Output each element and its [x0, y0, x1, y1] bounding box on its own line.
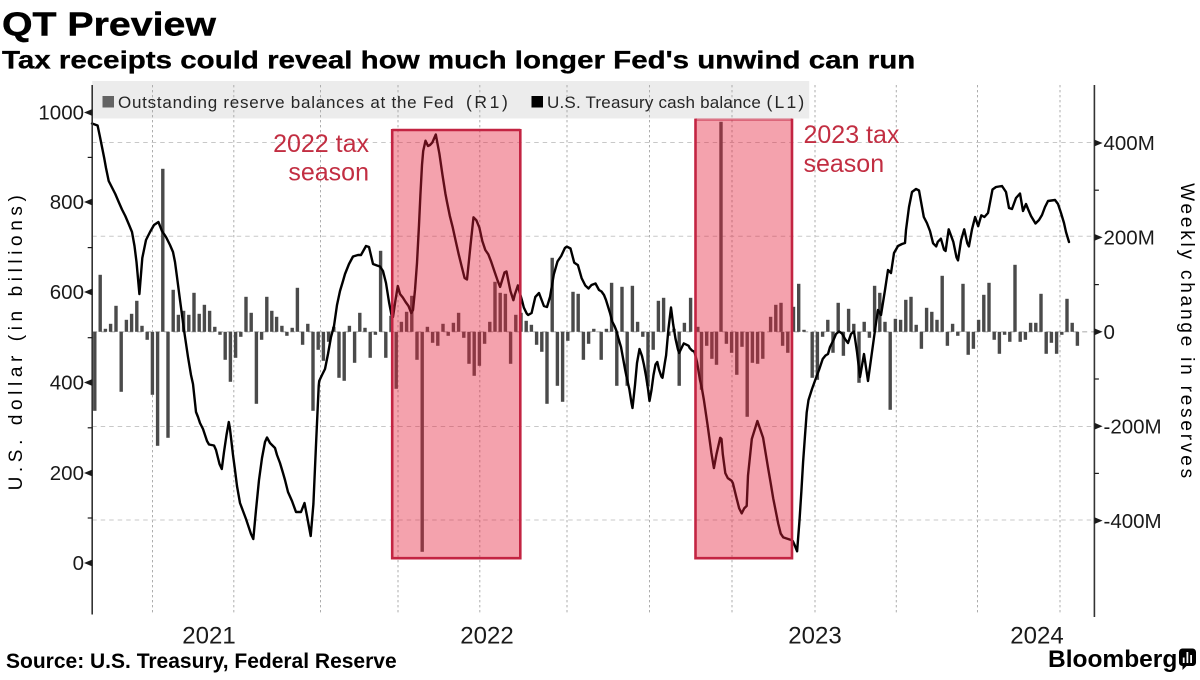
svg-text:U.S. Treasury cash balance: U.S. Treasury cash balance [547, 93, 761, 112]
svg-text:U.S. dollar (in billions): U.S. dollar (in billions) [6, 191, 27, 491]
svg-text:season: season [804, 150, 885, 178]
svg-text:QT Preview: QT Preview [2, 5, 217, 42]
svg-text:-200M: -200M [1104, 415, 1162, 438]
svg-text:400M: 400M [1104, 132, 1155, 155]
svg-text:Bloomberg: Bloomberg [1048, 646, 1177, 673]
svg-text:2024: 2024 [1010, 622, 1063, 649]
svg-text:Weekly change in reserves: Weekly change in reserves [1176, 183, 1197, 481]
svg-text:(L1): (L1) [767, 92, 807, 112]
svg-text:1000: 1000 [38, 102, 84, 125]
svg-text:400: 400 [50, 372, 84, 395]
svg-text:0: 0 [1104, 321, 1115, 344]
svg-text:2022: 2022 [460, 622, 513, 649]
svg-text:(R1): (R1) [466, 92, 510, 112]
svg-text:600: 600 [50, 281, 84, 304]
svg-text:2023: 2023 [788, 622, 841, 649]
svg-text:0: 0 [73, 552, 84, 575]
svg-text:season: season [288, 159, 369, 187]
svg-text:Outstanding reserve balances a: Outstanding reserve balances at the Fed [118, 93, 454, 112]
svg-text:Source: U.S. Treasury, Federal: Source: U.S. Treasury, Federal Reserve [6, 650, 397, 673]
svg-text:2022 tax: 2022 tax [273, 130, 369, 158]
svg-text:2021: 2021 [182, 622, 235, 649]
svg-text:800: 800 [50, 191, 84, 214]
svg-text:2023 tax: 2023 tax [804, 121, 900, 149]
svg-text:-400M: -400M [1104, 510, 1162, 533]
svg-text:200: 200 [50, 462, 84, 485]
svg-text:200M: 200M [1104, 227, 1155, 250]
svg-text:Tax receipts could reveal how: Tax receipts could reveal how much longe… [2, 46, 915, 74]
